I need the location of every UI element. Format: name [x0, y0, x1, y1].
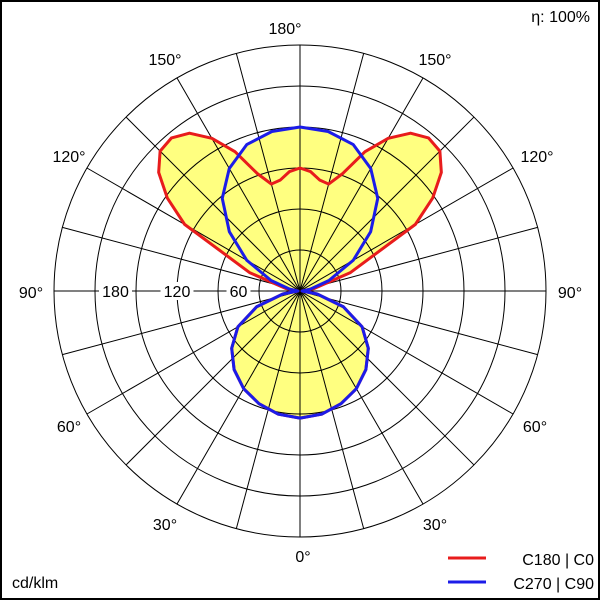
legend-label-c180: C180 | C0 [522, 552, 594, 569]
angle-label-top: 180° [268, 21, 301, 38]
efficiency-label: η: 100% [531, 9, 590, 26]
angle-label-upper-right: 150° [418, 52, 451, 69]
angle-label-left: 90° [19, 285, 43, 302]
grid-spoke-165 [235, 53, 365, 529]
unit-label: cd/klm [12, 575, 58, 592]
polar-grid [53, 44, 547, 538]
angle-label-mid-upper-right: 120° [520, 149, 553, 166]
intensity-curves-layer [157, 125, 443, 420]
radial-tick-bg-2 [99, 282, 132, 300]
radial-tick-label-0: 60 [230, 284, 248, 301]
angle-label-right: 90° [558, 285, 582, 302]
angle-label-upper-left: 150° [148, 52, 181, 69]
angle-label-bottom: 0° [295, 549, 310, 566]
legend-label-c270: C270 | C90 [513, 576, 594, 593]
angle-label-lower-left: 30° [153, 517, 177, 534]
radial-tick-label-2: 180 [102, 284, 129, 301]
radial-tick-bg-1 [160, 282, 194, 300]
angle-label-mid-upper-left: 120° [52, 149, 85, 166]
labels-layer: 180° 150° 150° 120° 120° 90° 90° 60° 60°… [12, 9, 594, 593]
radial-tick-label-1: 120 [164, 284, 191, 301]
angle-label-lower-right: 30° [423, 517, 447, 534]
angle-label-mid-lower-left: 60° [57, 419, 81, 436]
radial-tick-bg-0 [226, 282, 251, 300]
angle-label-mid-lower-right: 60° [523, 419, 547, 436]
intensity-curve-1 [220, 125, 380, 420]
